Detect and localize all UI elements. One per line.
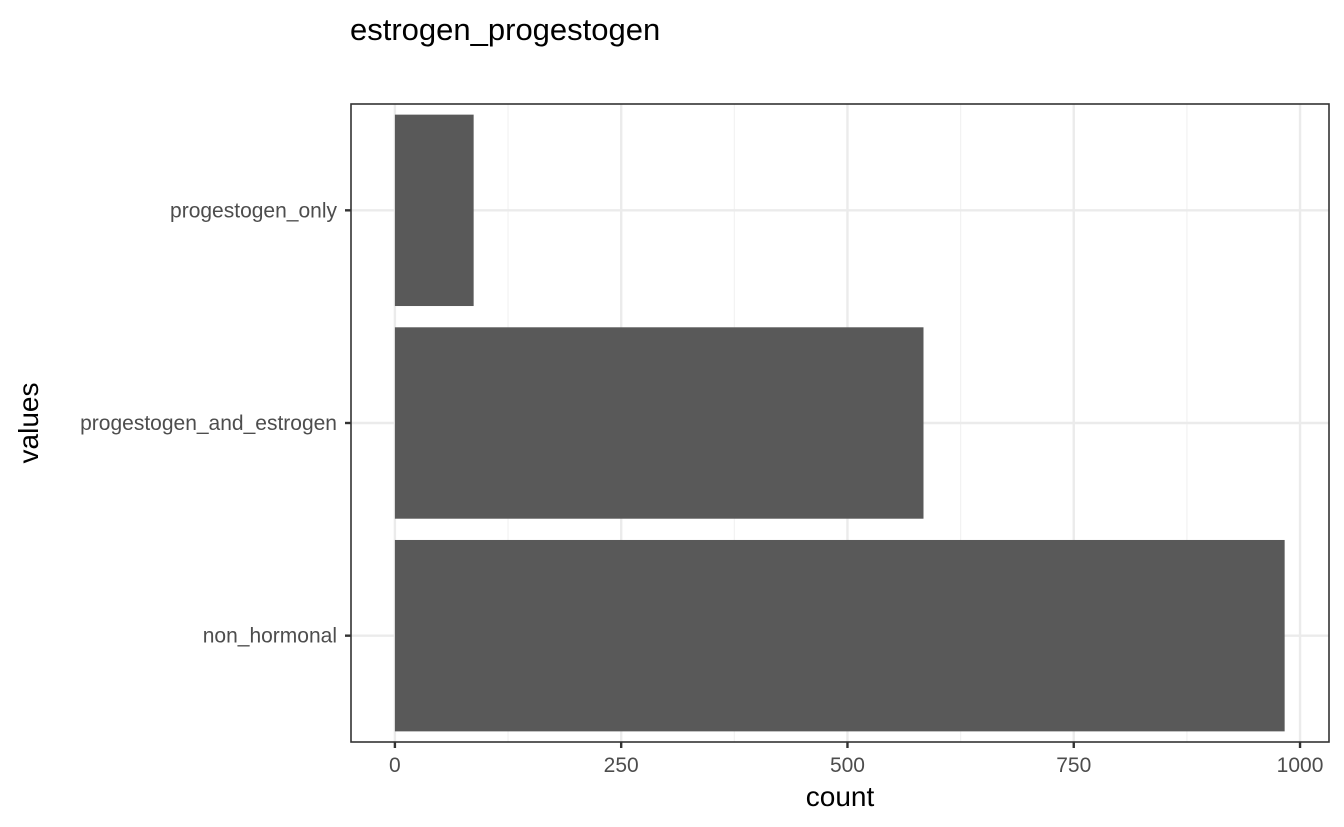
bar-progestogen_only xyxy=(394,114,474,307)
x-tick-label: 0 xyxy=(389,754,401,777)
axes-layer: 0 250 500 750 1000 progestogen_only progestoge… xyxy=(80,199,1323,777)
x-tick-label: 500 xyxy=(830,754,865,777)
bar-progestogen_and_estrogen xyxy=(394,327,924,519)
y-tick-label: progestogen_and_estrogen xyxy=(80,412,337,435)
bar-non_hormonal xyxy=(394,539,1285,732)
bars-layer xyxy=(394,114,1285,732)
x-tick-label: 250 xyxy=(604,754,639,777)
x-tick-label: 1000 xyxy=(1277,754,1324,777)
y-tick-label: progestogen_only xyxy=(170,199,337,222)
chart-title: estrogen_progestogen xyxy=(350,12,661,47)
y-tick-label: non_hormonal xyxy=(203,625,337,648)
y-axis-title: values xyxy=(13,383,44,464)
x-tick-label: 750 xyxy=(1056,754,1091,777)
x-axis-title: count xyxy=(806,781,875,812)
